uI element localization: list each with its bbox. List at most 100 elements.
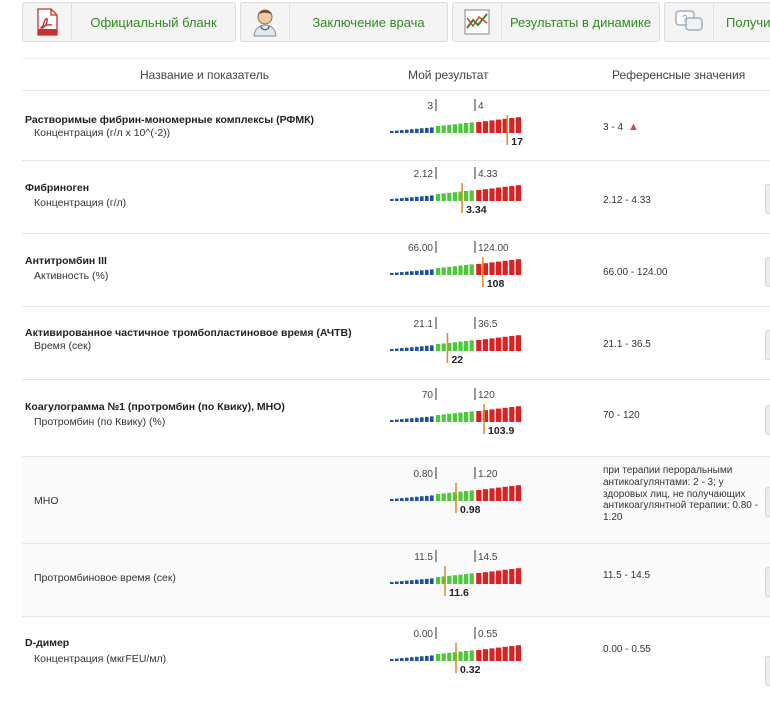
gauge-bar-high xyxy=(489,571,495,584)
gauge-bar-low xyxy=(395,272,399,275)
high-boundary-label: 4.33 xyxy=(478,169,498,180)
test-parameter: МНО xyxy=(34,495,59,507)
gauge-bar-normal xyxy=(441,343,446,351)
gauge-bar-low xyxy=(400,581,404,584)
gauge-bar-normal xyxy=(469,650,474,661)
gauge-bar-normal xyxy=(464,574,469,584)
gauge-bar-high xyxy=(502,486,508,501)
row-action-button[interactable] xyxy=(765,329,770,360)
row-action-button[interactable] xyxy=(765,404,770,435)
reference-value: 66.00 - 124.00 xyxy=(603,267,769,279)
gauge-bar-normal xyxy=(441,653,446,661)
gauge-bar-normal xyxy=(441,576,446,584)
gauge-bar-normal xyxy=(447,492,452,501)
gauge-bar-low xyxy=(400,272,404,275)
gauge-bar-low xyxy=(405,497,409,501)
row-action-button[interactable] xyxy=(765,566,770,597)
table-row: Растворимые фибрин-мономерные комплексы … xyxy=(22,90,770,161)
row-action-button[interactable] xyxy=(765,183,770,214)
gauge-bar-high xyxy=(509,407,515,422)
gauge-bar-normal xyxy=(452,652,457,661)
gauge-bar-normal xyxy=(464,341,469,351)
test-parameter: Концентрация (г/л х 10^(-2)) xyxy=(34,127,171,139)
result-value: 22 xyxy=(451,354,463,366)
row-action-button[interactable] xyxy=(765,486,770,517)
reference-value: 70 - 120 xyxy=(603,410,769,422)
reference-text: 70 - 120 xyxy=(603,410,640,421)
gauge-bar-low xyxy=(410,197,414,201)
gauge-bar-high xyxy=(489,262,495,275)
gauge-bar-low xyxy=(430,416,434,422)
gauge-bar-normal xyxy=(436,654,441,661)
gauge-bar-low xyxy=(420,496,424,501)
high-boundary-label: 120 xyxy=(478,390,495,401)
gauge-bar-high xyxy=(509,118,515,133)
test-parameter: Концентрация (г/л) xyxy=(34,197,127,209)
gauge-bar-low xyxy=(395,498,399,501)
gauge-bar-normal xyxy=(436,494,441,501)
gauge-bar-low xyxy=(405,129,409,133)
reference-text: 66.00 - 124.00 xyxy=(603,267,668,278)
result-value: 108 xyxy=(487,278,505,290)
gauge-bar-high xyxy=(476,122,482,133)
gauge-bar-low xyxy=(425,655,429,661)
results-dynamics-button[interactable]: Результаты в динамике xyxy=(452,2,660,42)
gauge-bar-high xyxy=(482,572,488,584)
gauge-bar-normal xyxy=(441,493,446,501)
gauge-bar-low xyxy=(395,130,399,133)
gauge-bar-high xyxy=(502,186,508,201)
gauge-bar-normal xyxy=(458,191,463,201)
gauge-bar-low xyxy=(425,416,429,422)
doctor-conclusion-button[interactable]: Заключение врача xyxy=(240,2,448,42)
row-action-button[interactable] xyxy=(765,256,770,287)
reference-value: 0.00 - 0.55 xyxy=(603,644,769,656)
reference-value: 21.1 - 36.5 xyxy=(603,339,769,351)
test-name: D-димер xyxy=(25,637,70,649)
gauge-bar-low xyxy=(430,578,434,584)
test-parameter: Протромбиновое время (сек) xyxy=(34,572,176,584)
test-parameter: Активность (%) xyxy=(34,270,109,282)
gauge-bar-high xyxy=(482,410,488,422)
result-value: 0.32 xyxy=(460,664,481,676)
gauge-bar-high xyxy=(476,650,482,661)
gauge-bar-low xyxy=(410,580,414,584)
result-value: 11.6 xyxy=(449,587,469,599)
gauge-bar-normal xyxy=(447,342,452,351)
gauge-bar-normal xyxy=(441,267,446,275)
gauge-bar-normal xyxy=(469,264,474,275)
high-boundary-label: 4 xyxy=(478,101,484,112)
gauge-bar-high xyxy=(482,121,488,133)
reference-value: при терапии пероральными антикоагулянтам… xyxy=(603,465,769,524)
reference-text: 21.1 - 36.5 xyxy=(603,339,651,350)
table-row: Фибриноген Концентрация (г/л) 2.12 4.33 3.34… xyxy=(22,160,770,234)
test-name: Антитромбин III xyxy=(25,255,107,267)
official-form-button[interactable]: Официальный бланк xyxy=(22,2,236,42)
row-action-button[interactable] xyxy=(765,656,770,686)
gauge-bar-normal xyxy=(441,125,446,133)
gauge-bar-low xyxy=(410,347,414,351)
get-button[interactable]: ? Получить xyxy=(664,2,770,42)
reference-value: 11.5 - 14.5 xyxy=(603,570,769,582)
gauge-bar-low xyxy=(425,269,429,275)
gauge-bar-low xyxy=(400,348,404,351)
gauge-bar-low xyxy=(415,579,419,584)
toolbar: Официальный бланк Заключение врача Резул… xyxy=(0,0,770,46)
gauge-bar-low xyxy=(425,578,429,584)
gauge-bar-high xyxy=(515,406,521,422)
gauge-bar-high xyxy=(482,263,488,275)
gauge-bar-low xyxy=(400,198,404,201)
gauge-bar-normal xyxy=(458,265,463,275)
gauge-bar-high xyxy=(476,340,482,351)
doctor-icon xyxy=(241,3,290,41)
gauge-bar-high xyxy=(496,119,502,133)
table-row: МНО 0.80 1.20 0.98 при терапии пероральными … xyxy=(22,456,770,544)
gauge-bar-normal xyxy=(452,492,457,501)
reference-value: 2.12 - 4.33 xyxy=(603,195,769,207)
result-gauge: 0.80 1.20 0.98 xyxy=(390,463,521,521)
gauge-bar-low xyxy=(400,419,404,422)
gauge-bar-low xyxy=(390,199,394,201)
gauge-bar-low xyxy=(420,656,424,661)
high-boundary-label: 124.00 xyxy=(478,243,509,254)
reference-text: 11.5 - 14.5 xyxy=(603,570,651,581)
gauge-bar-low xyxy=(430,127,434,133)
